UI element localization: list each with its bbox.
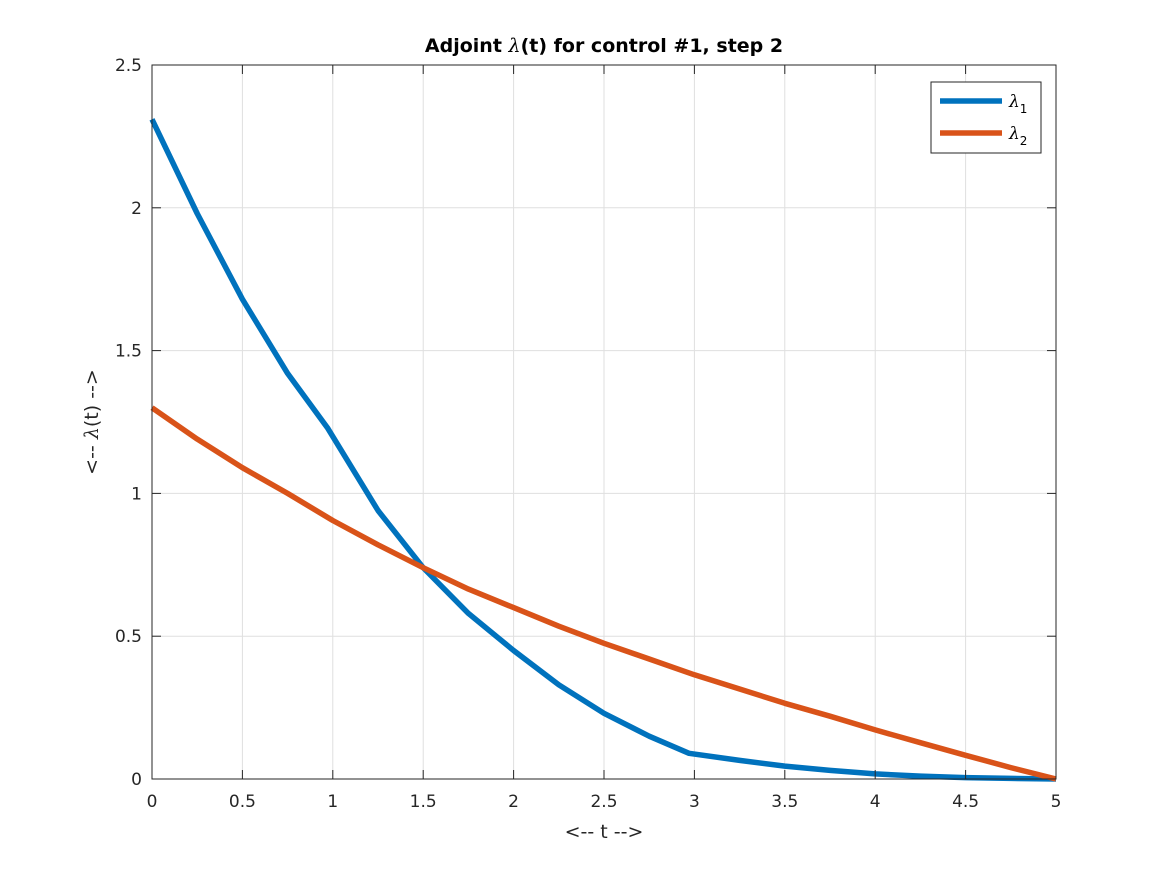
y-axis-label: <-- λ(t) --> — [81, 369, 103, 475]
x-tick-label: 0 — [147, 792, 158, 812]
tick-labels: 0 0.5 1 1.5 2 2.5 3 3.5 4 4.5 5 0 0.5 1 1.5 2 2.5 — [115, 56, 1061, 812]
x-tick-label: 3 — [689, 792, 700, 812]
series-line-1 — [149, 118, 1057, 782]
y-tick-label: 1 — [131, 484, 142, 504]
x-tick-label: 1.5 — [410, 792, 437, 812]
x-tick-label: 4.5 — [952, 792, 979, 812]
chart-title: Adjoint λ(t) for control #1, step 2 — [425, 35, 783, 57]
x-tick-label: 2 — [508, 792, 519, 812]
x-tick-label: 4 — [870, 792, 881, 812]
x-tick-label: 0.5 — [229, 792, 256, 812]
x-tick-label: 2.5 — [590, 792, 617, 812]
grid-lines — [152, 65, 1056, 779]
y-tick-label: 0 — [131, 770, 142, 790]
x-axis-label: <-- t --> — [565, 821, 644, 843]
legend-label-2: λ2 — [1008, 124, 1027, 148]
x-tick-label: 5 — [1051, 792, 1062, 812]
legend-label-1: λ1 — [1008, 92, 1027, 116]
x-tick-label: 3.5 — [771, 792, 798, 812]
tick-marks — [151, 64, 1057, 780]
y-tick-label: 0.5 — [115, 627, 142, 647]
series-line-2 — [150, 405, 1057, 782]
x-tick-label: 1 — [327, 792, 338, 812]
y-tick-label: 2.5 — [115, 56, 142, 76]
y-tick-label: 1.5 — [115, 342, 142, 362]
series-layer — [149, 118, 1057, 782]
legend-box — [930, 81, 1042, 154]
y-tick-label: 2 — [131, 199, 142, 219]
